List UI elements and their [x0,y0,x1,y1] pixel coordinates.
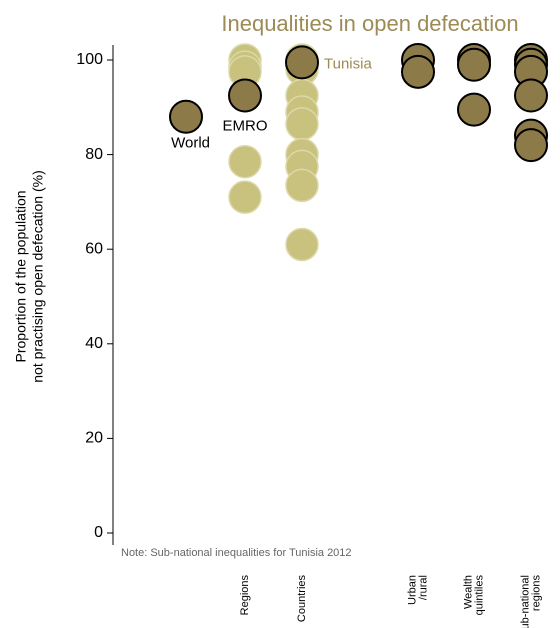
x-tick-label: Wealthquintiles [462,575,485,616]
x-tick-label: Regions [239,575,251,616]
point [285,227,319,262]
point [457,92,491,127]
point-label: World [171,135,210,152]
x-tick-label: Urban/rural [406,575,429,605]
point [401,54,435,89]
y-tick-label: 0 [94,524,103,541]
point [285,107,319,141]
y-axis-label: not practising open defecation (%) [30,170,46,382]
y-tick-label: 60 [85,240,103,257]
y-axis-label: Proportion of the population [13,190,29,362]
y-tick-label: 80 [85,146,103,163]
point-label: EMRO [223,117,268,134]
chart-title: Inequalities in open defecation [221,11,518,36]
point [228,180,262,214]
y-tick-label: 40 [85,335,103,352]
x-tick-label: Sub-nationalregions [519,575,542,628]
focus-point [169,99,203,134]
point [457,47,491,82]
point-label: Tunisia [324,55,372,72]
point [228,144,262,179]
focus-point [228,78,262,113]
note: Note: Sub-national inequalities for Tuni… [121,547,352,559]
x-tick-label: Countries [296,575,308,623]
point [514,78,548,113]
y-tick-label: 100 [76,51,103,68]
y-tick-label: 20 [85,430,103,447]
focus-point [285,45,319,80]
point [285,168,319,203]
point [514,128,548,163]
